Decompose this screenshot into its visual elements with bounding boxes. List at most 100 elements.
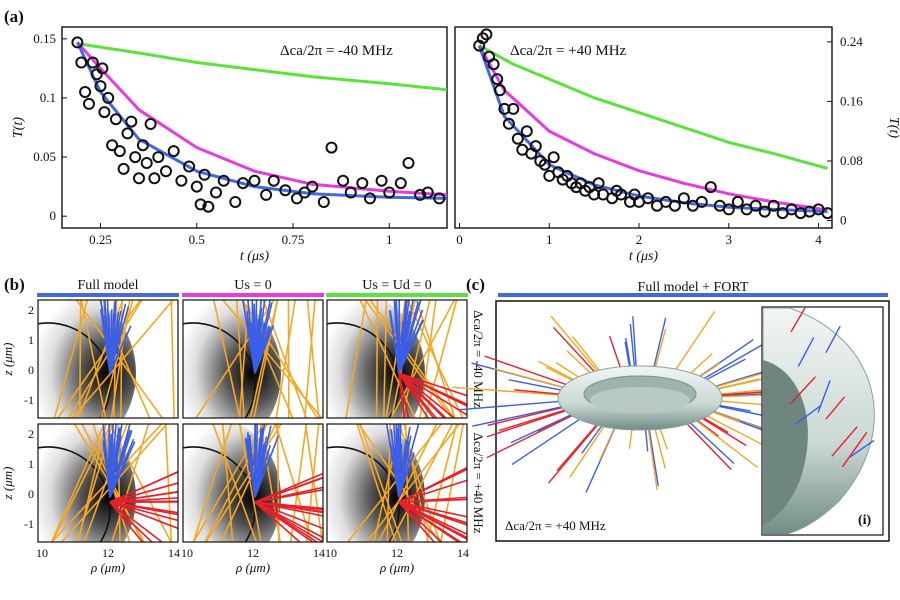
x-tick-label: 2 [636,232,643,247]
data-point [529,140,542,153]
data-point [148,172,161,185]
trajectory-orange [50,424,106,542]
trajectory-ray [510,412,574,444]
trajectory-orange [205,424,282,542]
trajectory-ray [566,350,594,376]
trajectory-orange [67,300,143,418]
x-axis-label: t (μs) [240,249,270,264]
trajectory-red [109,471,178,503]
trajectory-blue [398,320,424,374]
trajectory-ray [699,416,747,447]
data-point [511,132,524,145]
trajectory-ray [694,417,719,437]
data-point [507,102,520,115]
y-axis-label: z (μm) [0,467,15,501]
x-tick-label: 12 [247,546,259,560]
cell-frame [326,299,468,419]
trajectory-orange [345,300,367,418]
trajectory-ray [710,410,740,423]
trajectory-red [109,501,178,530]
x-tick-label: 4 [815,232,822,247]
data-point [121,127,134,140]
trajectory-red [398,373,406,418]
trajectory-ray [624,341,631,371]
y-tick-label: 0.05 [33,149,56,164]
inset-trajectory [831,426,858,457]
y-axis-label: T(t) [11,117,26,138]
trajectory-orange [401,300,431,418]
data-point [306,180,319,193]
trajectory-ray [571,336,603,374]
data-point [94,80,107,93]
data-point [487,58,500,71]
trajectory-red [254,476,323,503]
data-point [695,195,708,208]
trajectory-blue [396,428,400,498]
trajectory-ray [581,422,605,454]
trajectory-orange [110,300,131,418]
trajectory-red [254,501,323,513]
trajectory-ray [701,338,773,381]
data-point [136,139,149,152]
trajectory-cell-0-2 [326,299,468,419]
trajectory-ray [673,310,716,373]
trajectory-red [398,372,435,418]
trajectory-ray [717,404,751,412]
series-line-us-ud-0 [77,42,447,92]
inset-trajectory [849,439,875,458]
data-point [375,174,388,187]
trajectory-red [254,501,323,539]
trajectory-ray [550,315,601,375]
panel-c-torus: Full model + FORT Δca/2π = +40 MHz (i) [452,280,890,542]
trajectory-red [254,472,323,503]
data-point [480,28,493,41]
trajectory-red [398,466,467,503]
data-point [356,177,369,190]
trajectory-orange [222,300,323,418]
trajectory-red [398,372,456,418]
data-point [421,186,434,199]
panel-a-right-chart: 0 1 2 3 4 0 0.08 0.16 0.24 t (μs) T(t) Δca/2π = +40… [454,26,900,264]
trajectory-ray [452,386,561,396]
trajectory-blue [254,438,262,498]
trajectory-red [398,372,430,418]
data-point [190,180,203,193]
trajectory-ray [693,418,759,469]
data-point [160,165,172,178]
y-tick-label: 0 [28,487,34,501]
trajectory-blue [109,325,132,374]
trajectory-blue [390,429,400,498]
y-tick-label: 0.15 [33,31,56,46]
y-tick-label: 0 [840,213,847,228]
data-point [502,117,515,130]
trajectory-cell-1-0 [37,423,179,543]
row-label-1: Δca/2π = +40 MHz [471,433,486,534]
trajectory-red [398,501,460,542]
trajectory-red [398,372,467,416]
trajectory-ray [599,424,617,461]
data-point [96,62,109,75]
data-point [325,141,338,154]
torus-rendering [452,310,817,493]
trajectory-blue [254,300,262,374]
data-point [83,97,95,110]
trajectory-ray [486,409,569,438]
inset-trajectory [817,380,831,413]
data-point [183,160,196,173]
trajectory-orange [100,300,134,418]
x-axis-label: t (μs) [629,249,659,264]
y-tick-label: 0 [50,208,57,223]
data-point [86,56,99,69]
trajectory-blue [388,310,400,374]
y-tick-label: 0.16 [840,93,863,108]
data-point [106,139,119,152]
x-tick-label: 10 [181,546,193,560]
trajectory-red [254,501,323,530]
delta-annotation: Δca/2π = +40 MHz [510,43,627,59]
trajectory-red [398,498,467,503]
trajectory-orange [111,424,150,542]
inset-torus-shadow [763,360,808,525]
trajectory-orange [212,300,241,418]
trajectory-red [109,501,144,542]
panel-b-header-1: Us = 0 [234,278,271,293]
